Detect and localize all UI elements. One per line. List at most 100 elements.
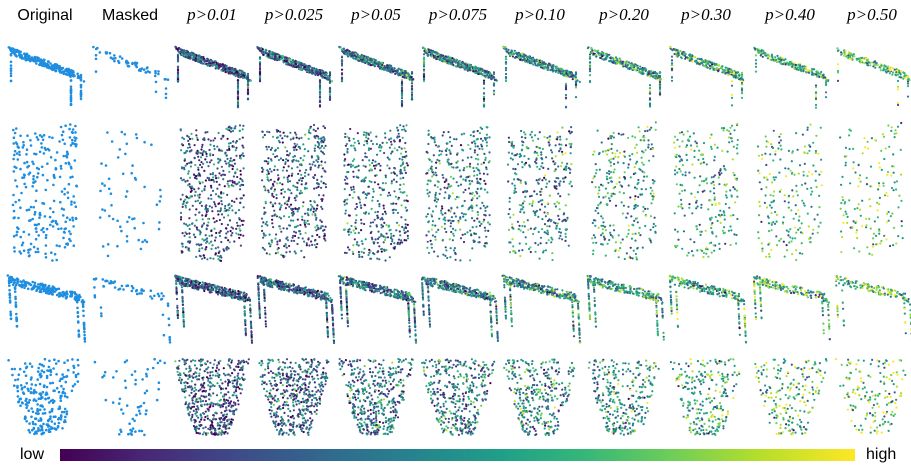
point <box>241 136 244 139</box>
point <box>55 258 58 262</box>
point <box>760 53 763 56</box>
point <box>36 250 40 254</box>
point <box>628 67 631 70</box>
point <box>357 164 360 167</box>
point <box>574 76 578 79</box>
point <box>794 63 797 66</box>
point <box>68 230 71 233</box>
point <box>227 145 231 148</box>
point <box>648 70 651 73</box>
point <box>209 58 212 61</box>
point <box>303 223 307 226</box>
point <box>484 70 487 73</box>
point <box>299 232 302 236</box>
point <box>289 58 292 62</box>
point <box>518 56 521 60</box>
point <box>227 247 230 250</box>
point <box>176 65 180 68</box>
point <box>264 189 267 192</box>
point <box>213 227 216 230</box>
point <box>12 193 15 197</box>
point <box>492 92 496 95</box>
point <box>299 65 302 68</box>
point <box>198 249 201 253</box>
point <box>340 48 343 52</box>
point <box>231 129 235 133</box>
point <box>301 205 304 208</box>
point <box>208 205 211 208</box>
point <box>311 205 314 208</box>
point <box>406 164 409 167</box>
point <box>893 68 896 71</box>
point <box>278 202 281 205</box>
point <box>285 246 288 249</box>
point <box>328 72 332 75</box>
point <box>400 87 404 90</box>
point <box>324 161 327 164</box>
point <box>294 252 297 255</box>
point <box>150 143 153 146</box>
point <box>266 130 269 133</box>
point <box>227 66 230 70</box>
point <box>324 183 327 186</box>
point <box>222 169 225 172</box>
point <box>196 136 199 139</box>
point <box>176 78 180 81</box>
point <box>60 133 64 137</box>
point <box>227 204 230 207</box>
point <box>215 231 218 235</box>
point <box>906 95 910 98</box>
point <box>378 146 381 149</box>
point <box>906 85 910 88</box>
point <box>33 213 36 216</box>
point <box>186 146 190 149</box>
point <box>223 66 226 69</box>
point <box>482 92 486 95</box>
point <box>190 132 193 135</box>
point <box>64 162 68 165</box>
point <box>198 196 201 199</box>
point <box>300 249 303 252</box>
point <box>180 216 183 219</box>
point <box>700 62 703 65</box>
point <box>324 71 327 74</box>
point <box>738 74 741 77</box>
point <box>708 64 711 67</box>
point <box>279 130 282 133</box>
point <box>317 142 320 145</box>
point <box>389 194 392 197</box>
point <box>14 50 18 54</box>
point <box>364 57 367 60</box>
point <box>588 65 592 68</box>
point <box>235 197 238 200</box>
point <box>476 71 479 74</box>
point <box>239 229 242 232</box>
point <box>181 179 184 182</box>
point <box>54 219 58 223</box>
point <box>803 65 806 68</box>
point <box>404 130 407 133</box>
point <box>218 234 222 238</box>
point <box>641 72 644 76</box>
point <box>304 231 307 235</box>
point <box>207 165 210 168</box>
point <box>514 56 517 59</box>
point <box>836 63 840 66</box>
point <box>198 193 201 196</box>
point <box>158 200 162 203</box>
point <box>292 219 295 222</box>
point <box>308 163 311 166</box>
point <box>144 71 147 74</box>
point <box>230 72 234 75</box>
point <box>180 48 184 52</box>
point <box>66 153 69 156</box>
point <box>311 213 314 216</box>
point <box>297 236 300 239</box>
point <box>820 75 824 79</box>
point <box>15 55 18 58</box>
point <box>289 138 292 141</box>
point <box>36 172 40 175</box>
point <box>227 185 230 189</box>
point <box>557 71 560 74</box>
point <box>396 149 399 152</box>
